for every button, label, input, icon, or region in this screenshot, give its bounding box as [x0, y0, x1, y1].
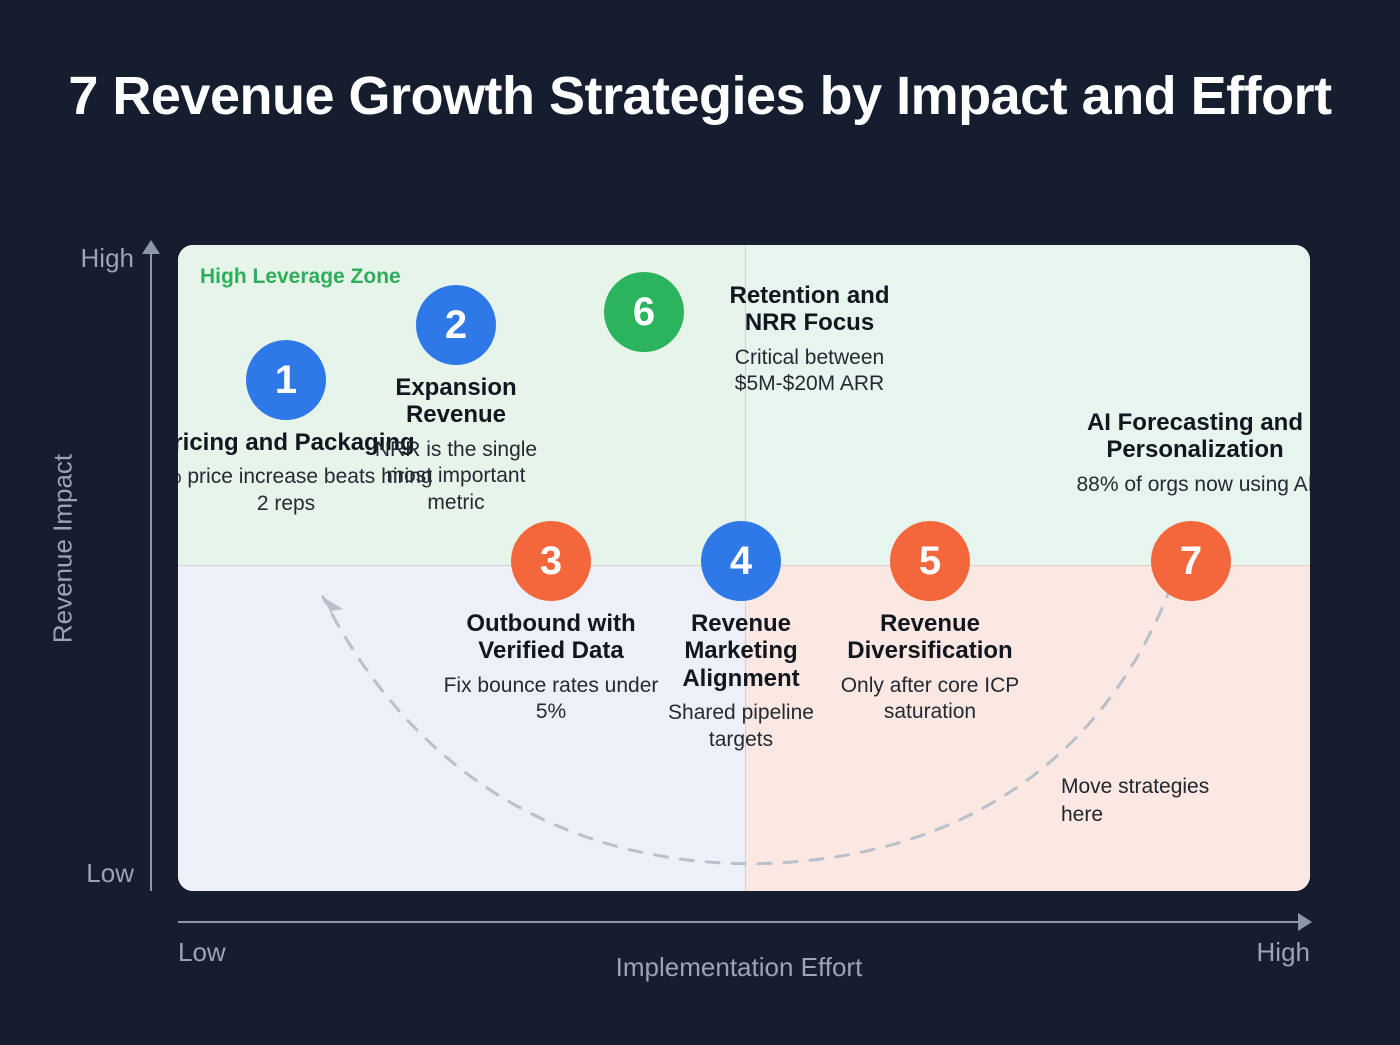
- strategy-detail-2: NRR is the single most important metric: [374, 437, 538, 514]
- strategy-title-7: AI Forecasting and Personalization: [1086, 409, 1304, 464]
- strategy-title-5: Revenue Diversification: [847, 610, 1013, 665]
- page-title: 7 Revenue Growth Strategies by Impact an…: [68, 66, 1332, 126]
- strategy-title-4: Revenue Marketing Alignment: [682, 610, 800, 692]
- strategy-number-badge-6: 6: [604, 272, 684, 352]
- strategy-node-5[interactable]: 5 Revenue Diversification Only after cor…: [830, 521, 1030, 726]
- x-axis-arrowhead-icon: [1298, 913, 1312, 931]
- strategy-node-7[interactable]: 7: [1041, 521, 1310, 601]
- strategy-title-3: Outbound with Verified Data: [466, 610, 636, 665]
- strategy-number-badge-3: 3: [511, 521, 591, 601]
- strategy-node-1[interactable]: 1 Pricing and Packaging 10% price increa…: [178, 340, 436, 517]
- strategy-title-6: Retention and NRR Focus: [729, 282, 890, 337]
- strategy-title-1: Pricing and Packaging: [178, 429, 415, 456]
- strategy-detail-7: 88% of orgs now using AI: [1076, 472, 1311, 496]
- y-axis-line: [150, 243, 152, 891]
- x-axis-high-label: High: [1256, 937, 1310, 967]
- strategy-node-2[interactable]: 2 Expansion Revenue NRR is the single mo…: [356, 285, 556, 516]
- y-axis-low-label: Low: [86, 858, 134, 888]
- strategy-number-badge-2: 2: [416, 285, 496, 365]
- strategy-node-3[interactable]: 3 Outbound with Verified Data Fix bounce…: [436, 521, 666, 726]
- strategy-detail-6: Critical between $5M-$20M ARR: [734, 345, 885, 396]
- y-axis-high-label: High: [80, 243, 134, 273]
- strategy-number-badge-5: 5: [890, 521, 970, 601]
- strategy-detail-4: Shared pipeline targets: [668, 701, 814, 751]
- x-axis-low-label: Low: [178, 937, 226, 967]
- x-axis-title: Implementation Effort: [615, 952, 863, 982]
- strategy-number-badge-7: 7: [1151, 521, 1231, 601]
- move-strategies-note: Move strategies here: [1061, 775, 1210, 826]
- y-axis-title: Revenue Impact: [47, 453, 78, 644]
- quadrant-high-impact-high-effort: [745, 245, 1310, 565]
- x-axis-line: [178, 921, 1300, 923]
- quadrant-plot-panel: High Leverage Zone Move strategies here …: [178, 245, 1310, 891]
- strategy-detail-1: 10% price increase beats hiring 2 reps: [178, 465, 433, 515]
- strategy-number-badge-1: 1: [246, 340, 326, 420]
- strategy-node-6[interactable]: 6 Retention and NRR Focus Critical betwe…: [604, 272, 1024, 398]
- strategy-title-2: Expansion Revenue: [395, 374, 517, 429]
- strategy-node-7-text: AI Forecasting and Personalization 88% o…: [1075, 400, 1311, 498]
- strategy-detail-3: Fix bounce rates under 5%: [443, 673, 659, 724]
- strategy-detail-5: Only after core ICP saturation: [840, 673, 1020, 724]
- strategy-node-4[interactable]: 4 Revenue Marketing Alignment Shared pip…: [661, 521, 821, 753]
- strategy-number-badge-4: 4: [701, 521, 781, 601]
- high-leverage-zone-label: High Leverage Zone: [200, 265, 401, 288]
